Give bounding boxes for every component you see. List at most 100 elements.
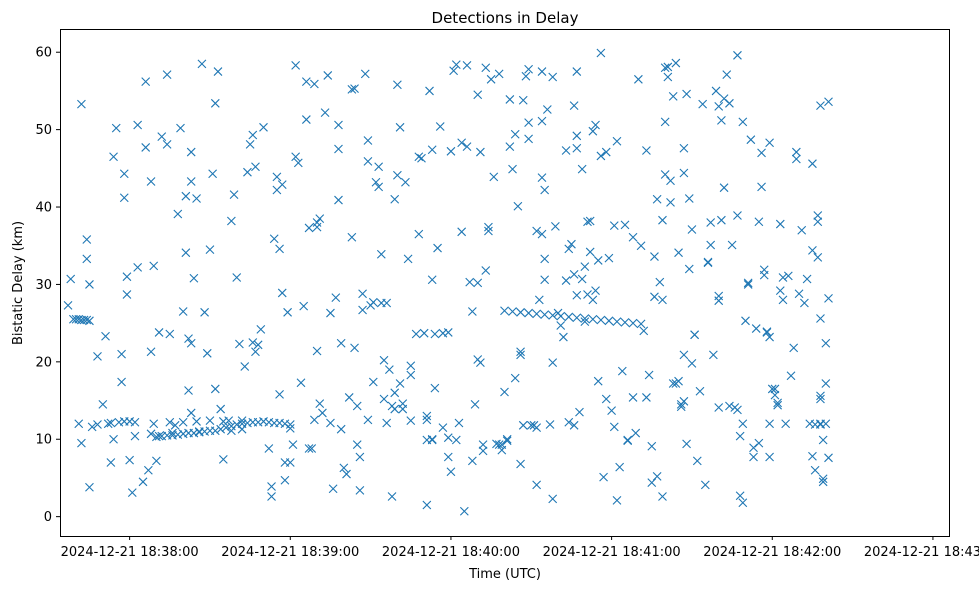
detection-point bbox=[446, 467, 456, 477]
detection-point bbox=[406, 416, 416, 426]
x-tick-label: 2024-12-21 18:42:00 bbox=[703, 545, 841, 560]
detection-point bbox=[285, 420, 295, 429]
detection-point bbox=[285, 458, 295, 467]
detection-point bbox=[237, 416, 247, 426]
detection-point bbox=[237, 424, 247, 434]
detection-point bbox=[85, 482, 94, 492]
detection-point bbox=[671, 58, 681, 68]
detection-point bbox=[111, 123, 121, 133]
detection-point bbox=[382, 418, 392, 428]
detection-point bbox=[818, 477, 828, 487]
detection-point bbox=[770, 384, 780, 394]
detection-point bbox=[572, 67, 582, 76]
detection-point bbox=[283, 307, 292, 317]
detection-point bbox=[564, 312, 574, 322]
detection-point bbox=[824, 453, 833, 463]
detection-point bbox=[393, 80, 402, 90]
detection-point bbox=[154, 431, 164, 441]
detection-point bbox=[331, 293, 341, 302]
detection-point bbox=[808, 159, 817, 169]
detection-point bbox=[194, 427, 204, 436]
detection-point bbox=[615, 462, 625, 472]
detection-point bbox=[141, 143, 151, 152]
detection-point bbox=[165, 417, 175, 427]
detection-point bbox=[534, 295, 544, 305]
detection-point bbox=[226, 426, 236, 436]
detection-point bbox=[82, 315, 92, 325]
detection-point bbox=[280, 475, 290, 485]
detection-point bbox=[376, 249, 386, 259]
detection-point bbox=[791, 154, 801, 164]
detection-point bbox=[548, 494, 558, 504]
detection-point bbox=[473, 90, 483, 100]
detection-point bbox=[427, 145, 437, 155]
detection-point bbox=[320, 108, 330, 117]
detection-point bbox=[778, 273, 788, 282]
detection-point bbox=[374, 182, 384, 192]
detection-point bbox=[800, 298, 809, 308]
detection-point bbox=[553, 308, 563, 318]
detection-point bbox=[599, 472, 608, 482]
detection-point bbox=[636, 319, 646, 329]
detection-point bbox=[658, 295, 667, 305]
detection-point bbox=[609, 221, 619, 230]
detection-point bbox=[374, 162, 384, 172]
detection-point bbox=[309, 415, 319, 425]
detection-point bbox=[505, 95, 515, 104]
detection-point bbox=[66, 274, 76, 284]
detection-point bbox=[178, 307, 188, 316]
detection-point bbox=[588, 295, 598, 305]
detection-point bbox=[708, 350, 718, 360]
detection-point bbox=[109, 434, 118, 444]
detection-point bbox=[301, 77, 311, 87]
detection-point bbox=[682, 439, 691, 449]
detection-point bbox=[647, 478, 657, 487]
detection-point bbox=[467, 456, 477, 466]
detection-point bbox=[572, 143, 582, 153]
detection-point bbox=[502, 436, 512, 446]
detection-point bbox=[221, 423, 231, 433]
detection-point bbox=[403, 254, 413, 264]
detection-point bbox=[813, 211, 823, 220]
detection-point bbox=[208, 169, 218, 179]
detection-point bbox=[821, 338, 831, 348]
detection-point bbox=[379, 355, 389, 365]
detection-point bbox=[103, 419, 113, 429]
detection-point bbox=[791, 147, 801, 157]
detection-point bbox=[588, 314, 598, 324]
detection-point bbox=[700, 480, 710, 490]
detection-point bbox=[251, 162, 260, 172]
detection-point bbox=[293, 158, 303, 168]
detection-point bbox=[684, 264, 694, 274]
detection-point bbox=[484, 222, 493, 232]
detection-point bbox=[706, 240, 716, 250]
detection-point bbox=[821, 419, 831, 429]
detection-point bbox=[476, 358, 485, 368]
detection-point bbox=[733, 405, 742, 415]
detection-point bbox=[650, 252, 659, 261]
detection-point bbox=[326, 308, 335, 318]
detection-point bbox=[532, 309, 542, 319]
detection-point bbox=[569, 420, 579, 430]
detection-point bbox=[604, 253, 614, 263]
detection-point bbox=[181, 248, 191, 258]
detection-point bbox=[334, 120, 343, 130]
detection-point bbox=[264, 444, 274, 453]
x-tick-label: 2024-12-21 18:43:00 bbox=[864, 545, 979, 560]
detection-point bbox=[430, 329, 440, 339]
detection-point bbox=[363, 156, 373, 166]
detection-point bbox=[165, 329, 175, 339]
detection-point bbox=[387, 492, 397, 501]
detection-point bbox=[816, 314, 825, 323]
detection-point bbox=[85, 316, 94, 326]
detection-point bbox=[526, 420, 536, 430]
plot-frame bbox=[60, 29, 950, 537]
detection-point bbox=[714, 102, 724, 111]
detection-point bbox=[272, 172, 282, 182]
detection-point bbox=[583, 217, 592, 227]
detection-point bbox=[226, 216, 236, 226]
detection-point bbox=[824, 293, 833, 303]
detection-point bbox=[336, 424, 346, 434]
detection-point bbox=[516, 459, 525, 469]
